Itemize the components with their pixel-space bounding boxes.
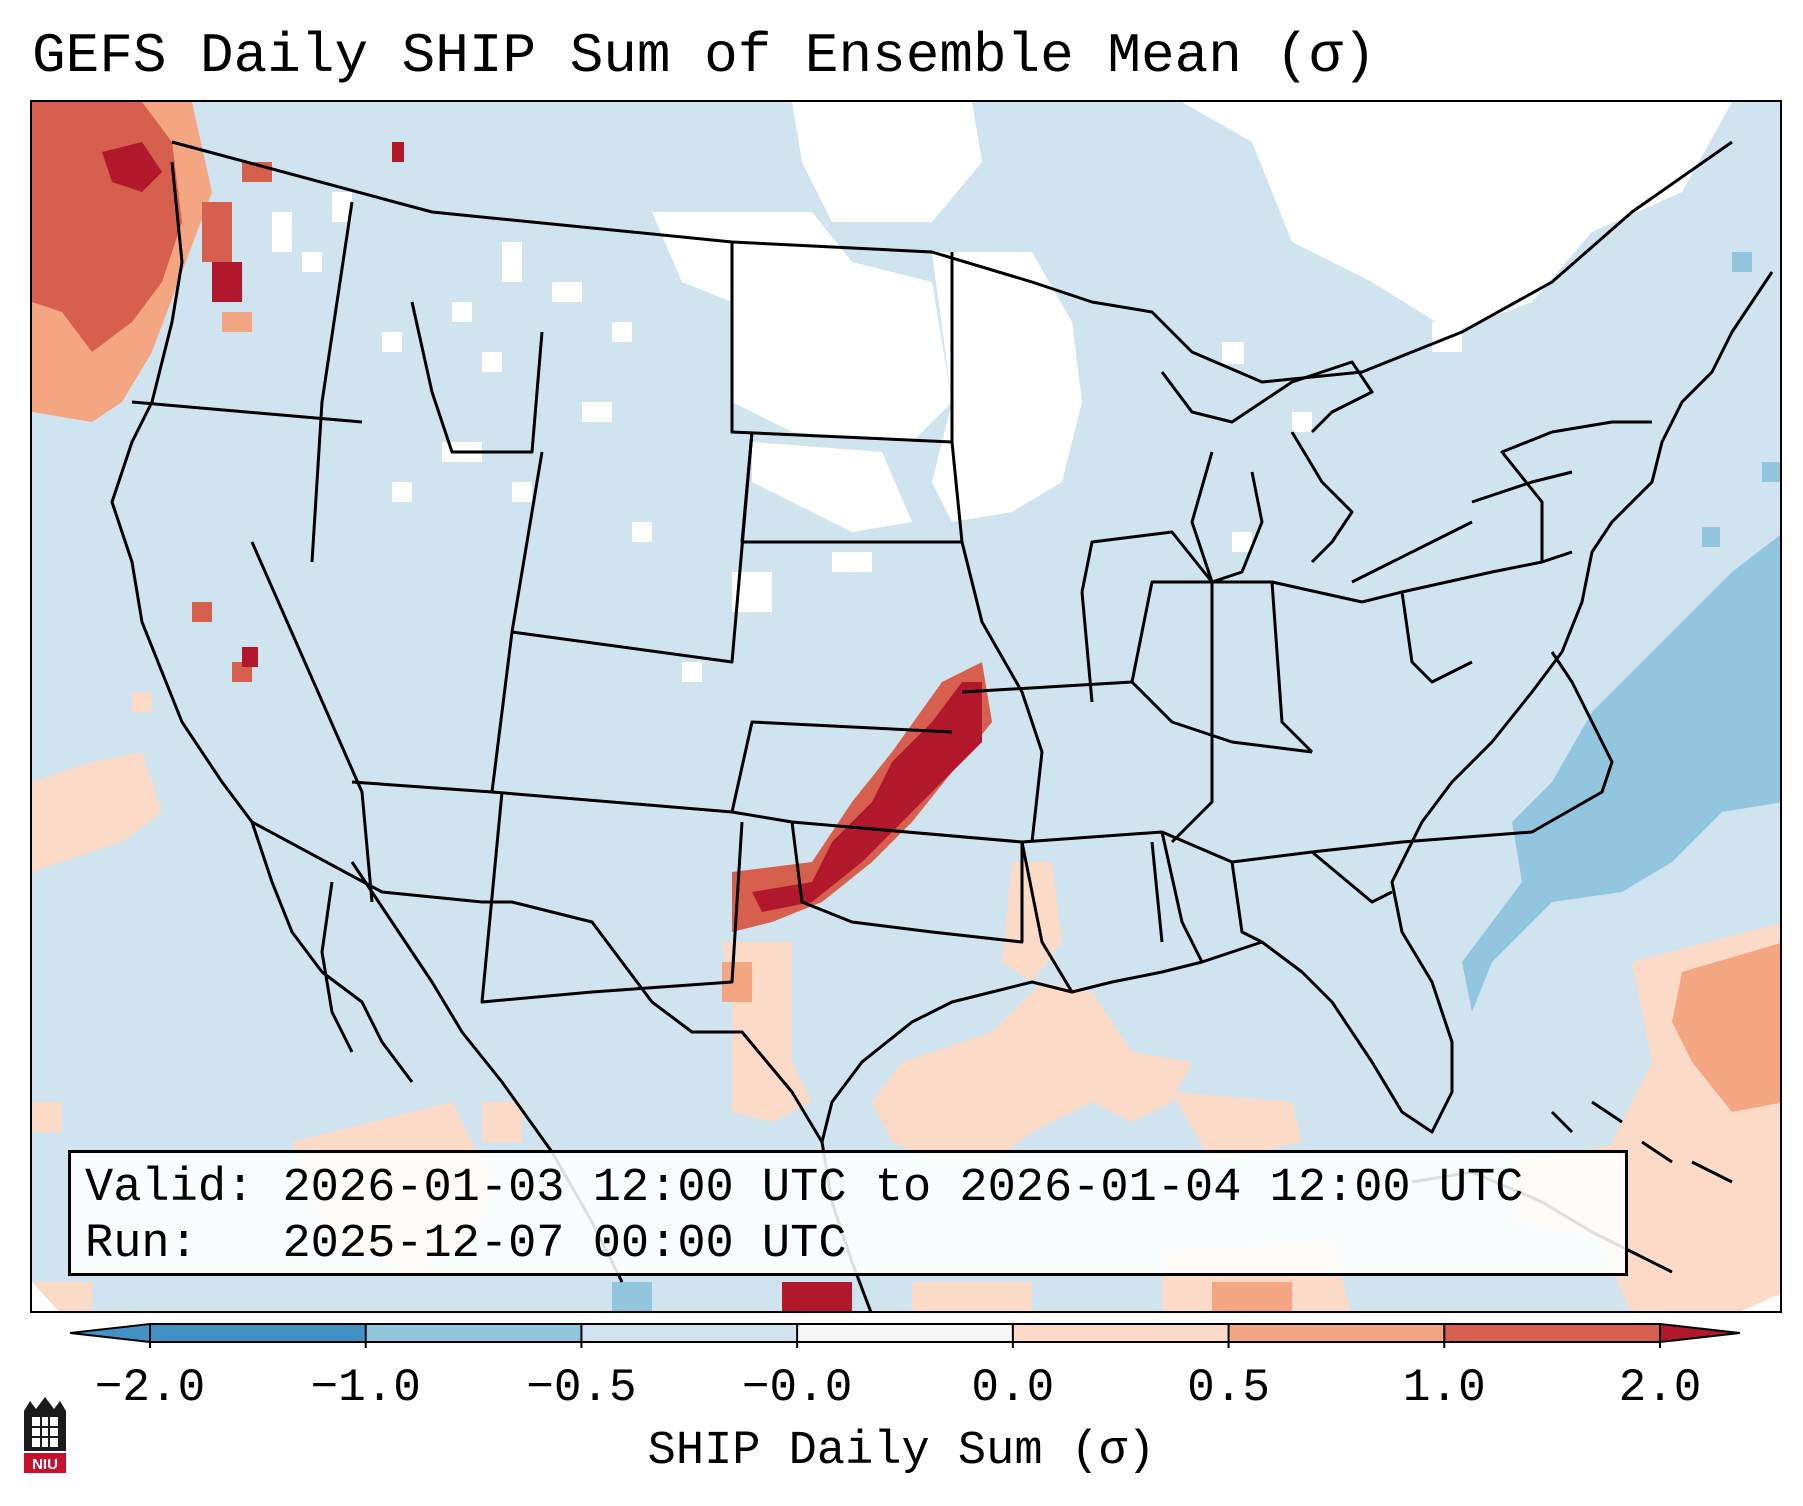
colorbar-segment: [581, 1324, 798, 1342]
ship-map: [32, 102, 1780, 1311]
map-title: GEFS Daily SHIP Sum of Ensemble Mean (σ): [32, 24, 1377, 88]
boundaries: [110, 140, 1774, 1311]
colorbar: [70, 1323, 1740, 1348]
valid-row: Valid: 2026-01-03 12:00 UTC to 2026-01-0…: [85, 1161, 1611, 1217]
colorbar-tick-label: −2.0: [94, 1362, 206, 1414]
colorbar-segment: [1444, 1324, 1661, 1342]
logo-window: [32, 1417, 58, 1447]
negative-gulf-south: [612, 1282, 652, 1311]
colorbar-tick-label: 0.5: [1187, 1362, 1270, 1414]
logo-text: NIU: [32, 1456, 58, 1473]
colorbar-ticks: [149, 1324, 1661, 1348]
colorbar-segment: [150, 1324, 367, 1342]
colorbar-segment: [797, 1324, 1014, 1342]
white-near-zero-region: [582, 102, 1732, 532]
valid-run-info-box: Valid: 2026-01-03 12:00 UTC to 2026-01-0…: [68, 1150, 1628, 1276]
colorbar-tick-label: 2.0: [1618, 1362, 1702, 1414]
colorbar-tick-label: −0.0: [741, 1362, 853, 1414]
colorbar-outline: [70, 1323, 1740, 1343]
colorbar-segment: [365, 1324, 582, 1342]
colorbar-tick-label: 0.0: [971, 1362, 1055, 1414]
logo-banner: [24, 1453, 66, 1473]
colorbar-extend-low: [70, 1324, 150, 1342]
colorbar-label: SHIP Daily Sum (σ): [647, 1425, 1156, 1478]
colorbar-segments: [70, 1324, 1740, 1342]
colorbar-segment: [1012, 1324, 1230, 1342]
map-panel: [30, 100, 1782, 1313]
colorbar-tick-label: 1.0: [1402, 1362, 1486, 1414]
colorbar-tick-label: −1.0: [310, 1362, 421, 1414]
white-scatter-west: [272, 192, 1252, 682]
domain-edge-right: [1741, 1293, 1780, 1311]
colorbar-extend-high: [1660, 1324, 1740, 1342]
niu-logo: NIU: [24, 1397, 66, 1473]
colorbar-tick-label: −0.5: [526, 1362, 637, 1414]
negative-atlantic: [1462, 252, 1780, 1012]
run-row: Run: 2025-12-07 00:00 UTC: [85, 1217, 1611, 1273]
max-positive-areas: [102, 142, 982, 1311]
valid-value: 2026-01-03 12:00 UTC to 2026-01-04 12:00…: [282, 1162, 1524, 1215]
valid-label: Valid:: [85, 1162, 255, 1215]
run-label: Run:: [85, 1218, 255, 1271]
run-value: 2025-12-07 00:00 UTC: [282, 1218, 847, 1271]
colorbar-segment: [1228, 1324, 1445, 1342]
